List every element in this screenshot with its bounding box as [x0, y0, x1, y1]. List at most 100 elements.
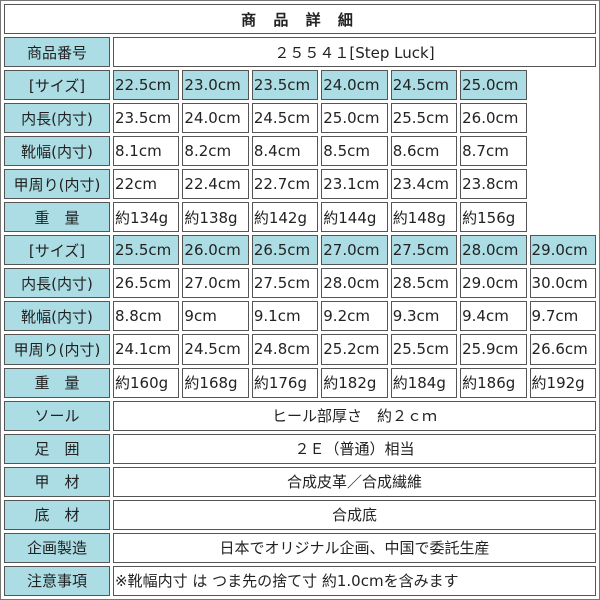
value-cell: 23.8cm [460, 169, 527, 200]
value-cell: 約144g [321, 202, 388, 233]
detail-label: ソール [4, 400, 110, 431]
value-cell: 9cm [182, 301, 249, 332]
size-cell: 27.5cm [390, 235, 458, 266]
spec-row: 靴幅(内寸) 8.1cm 8.2cm 8.4cm 8.5cm 8.6cm 8.7cm [4, 136, 596, 167]
value-cell: 28.5cm [390, 268, 458, 299]
size-cell: 25.5cm [113, 235, 180, 266]
spec-row: 重 量約134g 約138g 約142g 約144g 約148g 約156g [4, 202, 596, 233]
value-cell: 29.0cm [460, 268, 527, 299]
value-cell: 22.4cm [182, 169, 249, 200]
spec-row: 重 量約160g 約168g 約176g 約182g 約184g 約186g 約192g [4, 367, 596, 398]
size-cell: 23.0cm [182, 70, 249, 101]
value-cell: 24.8cm [251, 334, 319, 365]
detail-value: ２Ｅ（普通）相当 [113, 433, 596, 464]
value-cell: 25.5cm [390, 103, 458, 134]
value-cell: 8.4cm [251, 136, 319, 167]
detail-row: 甲 材合成皮革／合成繊維 [4, 466, 596, 497]
value-cell: 約176g [251, 367, 319, 398]
detail-value: ※靴幅内寸 は つま先の捨て寸 約1.0cmを含みます [113, 565, 596, 596]
value-cell: 24.1cm [113, 334, 180, 365]
value-cell: 24.5cm [251, 103, 319, 134]
size-cell: 25.0cm [460, 70, 527, 101]
value-cell: 約142g [251, 202, 319, 233]
detail-label: 甲 材 [4, 466, 110, 497]
value-cell: 約184g [390, 367, 458, 398]
value-cell: 22.7cm [251, 169, 319, 200]
row-label: 靴幅(内寸) [4, 136, 110, 167]
empty-cell [530, 202, 596, 232]
empty-cell [530, 169, 596, 199]
value-cell: 約160g [113, 367, 180, 398]
value-cell: 約148g [390, 202, 458, 233]
empty-cell [530, 70, 596, 100]
product-number-row: 商品番号 ２５５４１[Step Luck] [4, 37, 596, 68]
detail-row: 足 囲 ２Ｅ（普通）相当 [4, 433, 596, 464]
detail-value: 合成皮革／合成繊維 [113, 466, 596, 497]
value-cell: 9.7cm [529, 301, 596, 332]
value-cell: 8.8cm [113, 301, 180, 332]
row-label: 靴幅(内寸) [4, 301, 110, 332]
size-cell: 24.5cm [390, 70, 458, 101]
value-cell: 約186g [460, 367, 527, 398]
product-number-label: 商品番号 [4, 37, 110, 68]
table-title: 商 品 詳 細 [4, 4, 596, 35]
detail-label: 注意事項 [4, 565, 110, 596]
value-cell: 27.5cm [251, 268, 319, 299]
detail-label: 足 囲 [4, 433, 110, 464]
value-cell: 26.0cm [460, 103, 527, 134]
value-cell: 9.1cm [251, 301, 319, 332]
detail-row: ソール ヒール部厚さ 約２ｃｍ [4, 400, 596, 431]
spec-row: 甲周り(内寸) 24.1cm 24.5cm 24.8cm 25.2cm 25.5cm 25.… [4, 334, 596, 365]
value-cell: 約192g [529, 367, 596, 398]
detail-value: 合成底 [113, 499, 596, 530]
value-cell: 8.6cm [390, 136, 458, 167]
spec-row: 靴幅(内寸) 8.8cm 9cm 9.1cm 9.2cm 9.3cm 9.4cm 9.7cm [4, 301, 596, 332]
value-cell: 8.1cm [113, 136, 180, 167]
value-cell: 27.0cm [182, 268, 249, 299]
empty-cell [530, 136, 596, 166]
value-cell: 約182g [321, 367, 388, 398]
value-cell: 9.2cm [321, 301, 388, 332]
detail-row: 底 材合成底 [4, 499, 596, 530]
value-cell: 9.3cm [390, 301, 458, 332]
detail-row: 企画製造 日本でオリジナル企画、中国で委託生産 [4, 532, 596, 563]
row-label: [サイズ] [4, 70, 110, 101]
value-cell: 25.0cm [321, 103, 388, 134]
spec-row: 内長(内寸) 23.5cm 24.0cm 24.5cm 25.0cm 25.5cm 26.0… [4, 103, 596, 134]
value-cell: 24.5cm [182, 334, 249, 365]
value-cell: 26.5cm [113, 268, 180, 299]
row-label: 内長(内寸) [4, 103, 110, 134]
size-cell: 26.0cm [182, 235, 249, 266]
detail-label: 企画製造 [4, 532, 110, 563]
detail-label: 底 材 [4, 499, 110, 530]
spec-row: 内長(内寸) 26.5cm 27.0cm 27.5cm 28.0cm 28.5cm 29.0… [4, 268, 596, 299]
detail-value: ヒール部厚さ 約２ｃｍ [113, 400, 596, 431]
value-cell: 9.4cm [460, 301, 527, 332]
product-number-value: ２５５４１[Step Luck] [113, 37, 596, 68]
size-cell: 26.5cm [251, 235, 319, 266]
row-label: 甲周り(内寸) [4, 169, 110, 200]
value-cell: 28.0cm [321, 268, 388, 299]
row-label: 重 量 [4, 367, 110, 398]
detail-row: 注意事項 ※靴幅内寸 は つま先の捨て寸 約1.0cmを含みます [4, 565, 596, 596]
value-cell: 25.9cm [460, 334, 527, 365]
value-cell: 25.5cm [390, 334, 458, 365]
value-cell: 23.5cm [113, 103, 180, 134]
row-label: 甲周り(内寸) [4, 334, 110, 365]
size-cell: 27.0cm [321, 235, 388, 266]
empty-cell [530, 103, 596, 133]
size-cell: 29.0cm [529, 235, 596, 266]
size-cell: 22.5cm [113, 70, 180, 101]
value-cell: 26.6cm [529, 334, 596, 365]
size-cell: 24.0cm [321, 70, 388, 101]
title-row: 商 品 詳 細 [4, 4, 596, 35]
value-cell: 30.0cm [529, 268, 596, 299]
value-cell: 約156g [460, 202, 527, 233]
size-row: [サイズ] 22.5cm 23.0cm 23.5cm 24.0cm 24.5cm 25.0c… [4, 70, 596, 101]
value-cell: 24.0cm [182, 103, 249, 134]
size-row: [サイズ] 25.5cm 26.0cm 26.5cm 27.0cm 27.5cm 28.0c… [4, 235, 596, 266]
value-cell: 約134g [113, 202, 180, 233]
value-cell: 23.1cm [321, 169, 388, 200]
size-cell: 28.0cm [460, 235, 527, 266]
